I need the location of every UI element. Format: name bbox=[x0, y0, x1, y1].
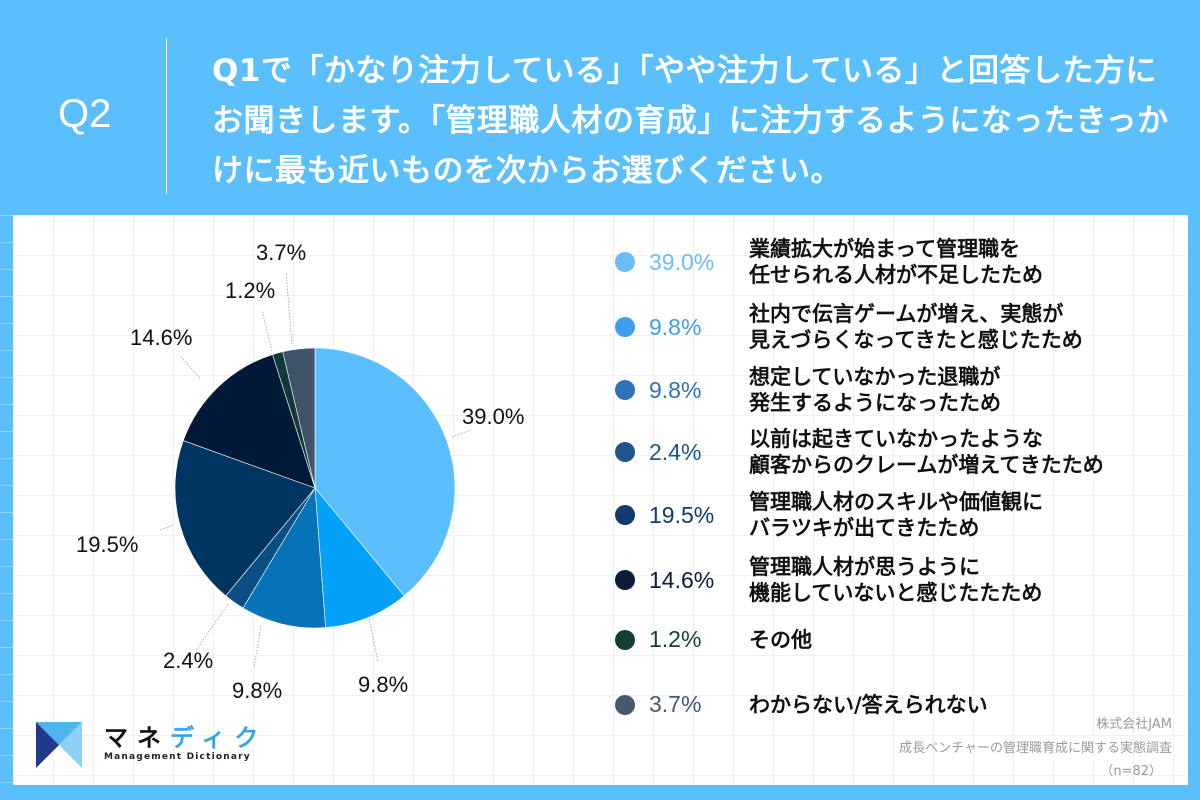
leader-line bbox=[195, 603, 229, 651]
pie-slice bbox=[182, 354, 316, 489]
legend-item: 9.8% 社内で伝言ゲームが増え、実態が 見えづらくなってきたと感じたため bbox=[615, 301, 1083, 353]
pie-label: 9.8% bbox=[358, 672, 409, 697]
pie-slice bbox=[314, 347, 456, 597]
legend-percent: 39.0% bbox=[649, 248, 715, 275]
legend-percent: 9.8% bbox=[649, 313, 702, 340]
legend-label: 社内で伝言ゲームが増え、実態が 見えづらくなってきたと感じたため bbox=[749, 302, 1083, 352]
question-label: Q2 bbox=[58, 92, 112, 136]
legend-item: 9.8% 想定していなかった退職が 発生するようになったため bbox=[615, 364, 1001, 416]
pie-label: 19.5% bbox=[76, 532, 139, 557]
legend-percent: 14.6% bbox=[649, 566, 715, 593]
legend-label: 管理職人材が思うように 機能していないと感じたたため bbox=[749, 555, 1043, 605]
pie-label: 3.7% bbox=[256, 240, 307, 265]
legend-item: 1.2% その他 bbox=[615, 626, 812, 653]
logo-name: マネディク bbox=[104, 724, 268, 752]
legend-dot-icon bbox=[615, 629, 635, 650]
pie-slice bbox=[174, 440, 316, 597]
legend-dot-icon bbox=[615, 252, 635, 272]
header-divider bbox=[166, 38, 167, 194]
legend-label: 業績拡大が始まって管理職を 任せられる人材が不足したため bbox=[749, 237, 1043, 287]
legend-dot-icon bbox=[615, 442, 635, 462]
logo-subtitle: Management Dictionary bbox=[104, 752, 251, 762]
legend-dot-icon bbox=[615, 570, 635, 590]
leader-line bbox=[261, 309, 273, 352]
leader-line bbox=[285, 271, 293, 345]
legend-percent: 2.4% bbox=[649, 438, 702, 465]
source-company: 株式会社JAM bbox=[1096, 717, 1172, 732]
header: Q2 Q1で「かなり注力している」「やや注力している」と回答した方にお聞きします… bbox=[0, 0, 1200, 215]
pie-slice bbox=[314, 487, 405, 628]
legend-label: 想定していなかった退職が 発生するようになったため bbox=[749, 365, 1001, 415]
legend-label: 以前は起きていなかったような 顧客からのクレームが増えてきたため bbox=[749, 427, 1104, 477]
legend-item: 19.5% 管理職人材のスキルや価値観に バラツキが出てきたため bbox=[615, 489, 1043, 541]
leader-line bbox=[179, 355, 201, 379]
source-sample: （n=82） bbox=[1100, 764, 1162, 779]
legend-percent: 3.7% bbox=[649, 691, 702, 717]
logo: マネディク Management Dictionary bbox=[36, 722, 258, 772]
pie-label: 1.2% bbox=[225, 278, 276, 303]
logo-mark-icon bbox=[36, 722, 82, 768]
legend-label: その他 bbox=[749, 627, 812, 652]
legend-item: 3.7% わからない/答えられない bbox=[615, 691, 988, 718]
pie-label: 39.0% bbox=[462, 404, 525, 429]
pie-slice bbox=[282, 347, 316, 489]
pie-label: 9.8% bbox=[232, 678, 283, 703]
leader-line bbox=[368, 617, 379, 663]
legend-dot-icon bbox=[615, 317, 635, 337]
pie-label: 14.6% bbox=[130, 325, 193, 350]
legend-percent: 1.2% bbox=[649, 626, 702, 652]
legend-item: 39.0% 業績拡大が始まって管理職を 任せられる人材が不足したため bbox=[615, 236, 1043, 288]
legend-label: わからない/答えられない bbox=[749, 692, 988, 717]
pie-slice bbox=[242, 487, 326, 629]
legend-dot-icon bbox=[615, 380, 635, 400]
legend-item: 14.6% 管理職人材が思うように 機能していないと感じたたため bbox=[615, 554, 1042, 606]
legend-label: 管理職人材のスキルや価値観に バラツキが出てきたため bbox=[749, 490, 1043, 540]
left-strip bbox=[0, 215, 13, 800]
legend-percent: 9.8% bbox=[649, 376, 702, 403]
pie-label: 2.4% bbox=[163, 648, 214, 673]
question-text: Q1で「かなり注力している」「やや注力している」と回答した方にお聞きします。「管… bbox=[212, 53, 1169, 189]
legend-dot-icon bbox=[615, 694, 635, 715]
source-survey: 成長ベンチャーの管理職育成に関する実態調査 bbox=[899, 741, 1172, 756]
leader-line bbox=[159, 524, 174, 531]
legend-item: 2.4% 以前は起きていなかったような 顧客からのクレームが増えてきたため bbox=[615, 426, 1104, 478]
legend-percent: 19.5% bbox=[649, 501, 715, 528]
leader-line bbox=[253, 625, 262, 669]
leader-line bbox=[451, 429, 473, 438]
legend-dot-icon bbox=[615, 505, 635, 525]
